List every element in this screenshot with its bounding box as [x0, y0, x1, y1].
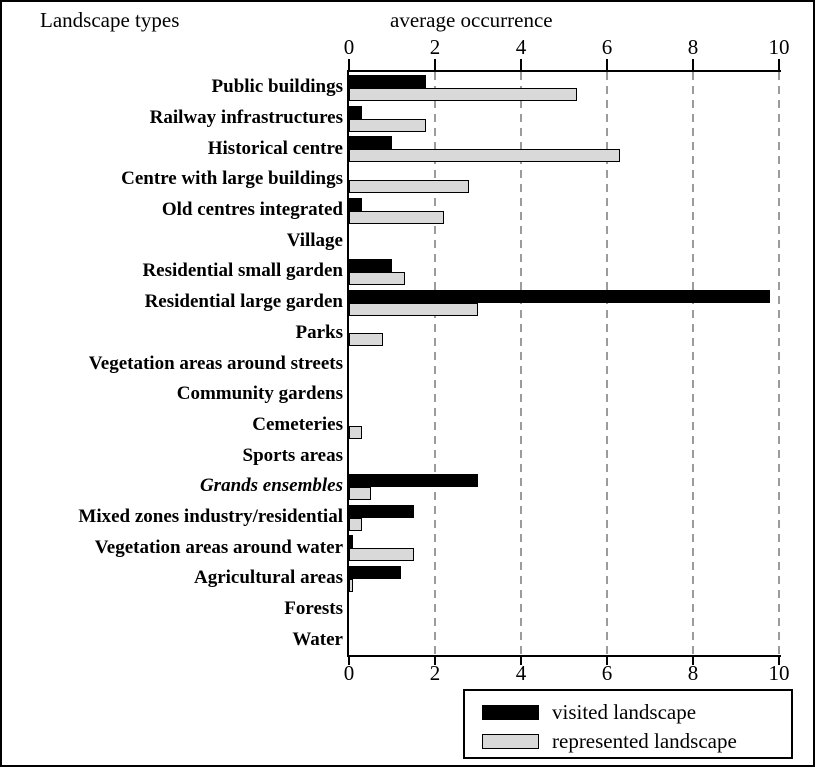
x-tick-label-top: 4 [515, 35, 527, 59]
represented-landscape-swatch [482, 733, 539, 749]
bar-represented [349, 333, 383, 346]
category-label: Sports areas [242, 445, 343, 466]
bar-represented [349, 487, 371, 500]
bar-visited [349, 136, 392, 149]
gridline [778, 72, 780, 655]
category-label: Cemeteries [252, 414, 343, 435]
bar-represented [349, 548, 414, 561]
bar-represented [349, 426, 362, 439]
legend-label-visited: visited landscape [552, 700, 697, 724]
x-tick-mark [606, 657, 608, 665]
category-label: Parks [295, 322, 344, 343]
x-tick-label-top: 0 [343, 35, 355, 59]
x-tick-mark [348, 657, 350, 665]
x-tick-mark [606, 59, 608, 70]
category-label: Vegetation areas around streets [88, 353, 343, 374]
gridline [520, 72, 522, 655]
x-tick-label-top: 2 [429, 35, 441, 59]
x-tick-mark [434, 59, 436, 70]
x-tick-mark [520, 657, 522, 665]
bar-represented [349, 119, 426, 132]
category-label: Centre with large buildings [121, 168, 343, 189]
x-tick-mark [778, 59, 780, 70]
category-label: Village [286, 230, 343, 251]
plot-area [347, 70, 781, 657]
category-label: Community gardens [176, 383, 343, 404]
category-label: Public buildings [211, 76, 343, 97]
bar-visited [349, 290, 770, 303]
gridline [606, 72, 608, 655]
x-tick-mark [520, 59, 522, 70]
bar-represented [349, 211, 444, 224]
bar-visited [349, 198, 362, 211]
category-label: Mixed zones industry/residential [78, 506, 343, 527]
category-label: Old centres integrated [161, 199, 343, 220]
bar-represented [349, 303, 478, 316]
category-label: Forests [284, 598, 343, 619]
bar-represented [349, 149, 620, 162]
bar-represented [349, 180, 469, 193]
bar-visited [349, 566, 401, 579]
x-tick-label-top: 10 [768, 35, 790, 59]
x-tick-mark [692, 59, 694, 70]
x-tick-label-top: 8 [687, 35, 699, 59]
x-tick-mark [434, 657, 436, 665]
legend: visited landscape represented landscape [463, 689, 793, 759]
x-tick-mark [692, 657, 694, 665]
legend-item-visited: visited landscape [482, 701, 696, 723]
bar-visited [349, 106, 362, 119]
bar-represented [349, 518, 362, 531]
bar-visited [349, 474, 478, 487]
legend-label-represented: represented landscape [552, 729, 737, 753]
x-tick-label-bottom: 0 [343, 661, 355, 685]
legend-item-represented: represented landscape [482, 730, 737, 752]
category-label: Agricultural areas [194, 567, 343, 588]
x-tick-label-bottom: 2 [429, 661, 441, 685]
bar-visited [349, 75, 426, 88]
x-tick-label-bottom: 8 [687, 661, 699, 685]
x-tick-label-bottom: 4 [515, 661, 527, 685]
x-tick-label-bottom: 10 [768, 661, 790, 685]
visited-landscape-swatch [482, 704, 539, 720]
category-label: Residential small garden [142, 260, 343, 281]
gridline [434, 72, 436, 655]
gridline [692, 72, 694, 655]
x-tick-mark [778, 657, 780, 665]
bar-visited [349, 535, 353, 548]
bar-represented [349, 88, 577, 101]
x-tick-label-bottom: 6 [601, 661, 613, 685]
category-label: Vegetation areas around water [94, 537, 343, 558]
x-axis-title: average occurrence [390, 8, 553, 32]
category-label: Grands ensembles [199, 475, 343, 496]
y-axis-title: Landscape types [40, 8, 180, 32]
bar-visited [349, 259, 392, 272]
bar-represented [349, 579, 353, 592]
x-tick-mark [348, 59, 350, 70]
category-label: Water [292, 629, 343, 650]
x-tick-label-top: 6 [601, 35, 613, 59]
category-label: Residential large garden [144, 291, 343, 312]
bar-visited [349, 505, 414, 518]
bar-represented [349, 272, 405, 285]
category-label: Historical centre [207, 138, 343, 159]
category-label: Railway infrastructures [149, 107, 343, 128]
